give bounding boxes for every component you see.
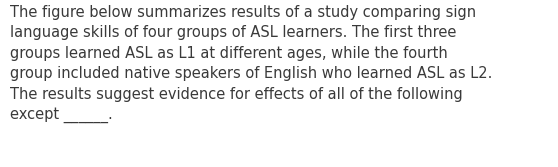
Text: The figure below summarizes results of a study comparing sign
language skills of: The figure below summarizes results of a… <box>10 5 492 123</box>
